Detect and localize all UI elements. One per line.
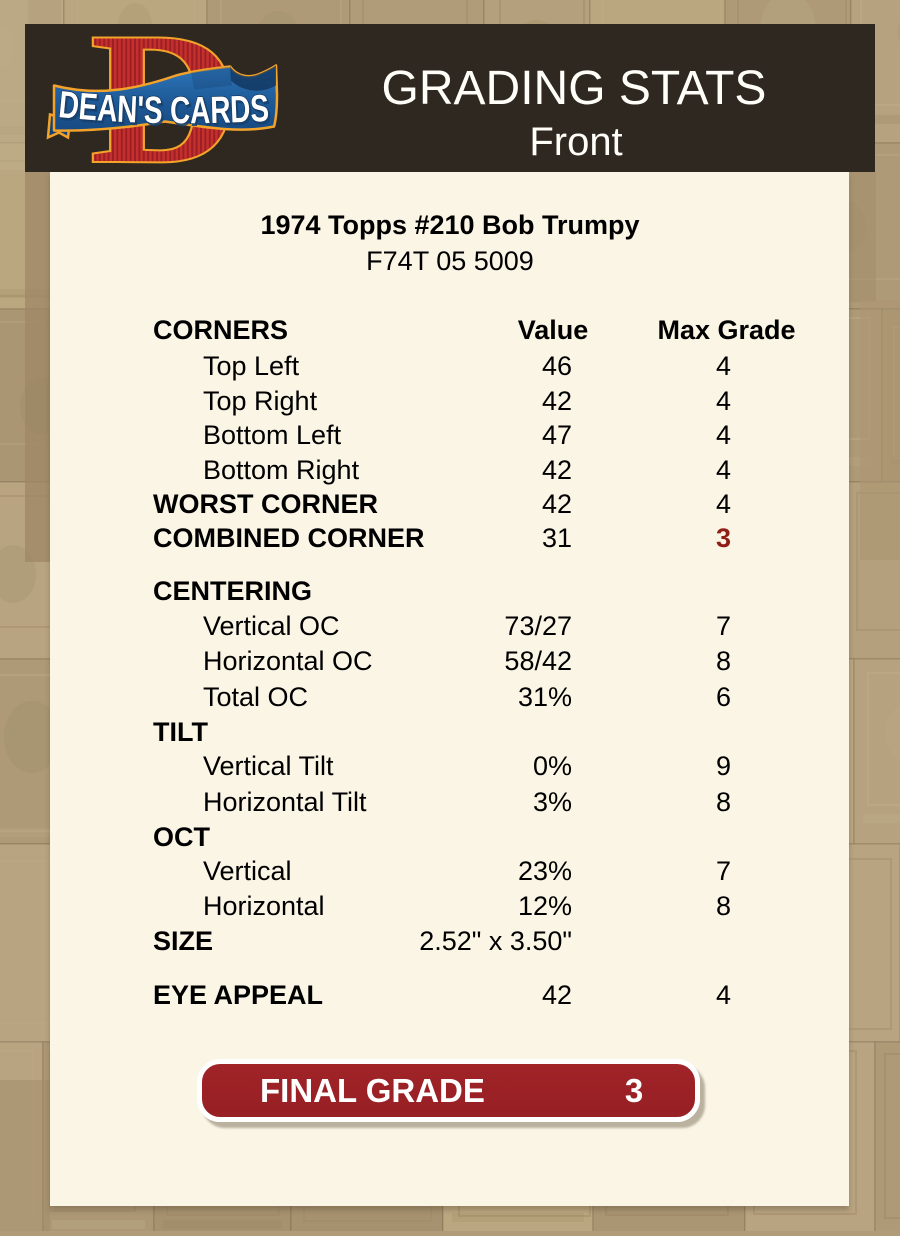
- svg-text:DEAN'S CARDS: DEAN'S CARDS: [59, 86, 272, 134]
- svg-text:DEAN'S CARDS: DEAN'S CARDS: [57, 84, 270, 132]
